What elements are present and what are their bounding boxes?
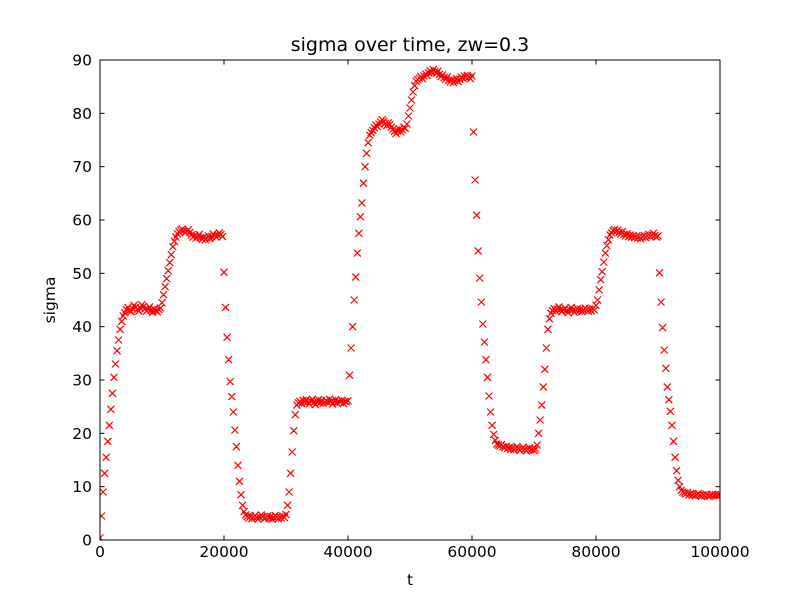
y-tick-label: 20 [72,425,92,443]
y-tick-label: 80 [72,105,92,123]
x-tick-label: 60000 [447,543,496,561]
x-tick-label: 40000 [323,543,372,561]
x-tick-label: 20000 [199,543,248,561]
y-tick-label: 50 [72,265,92,283]
y-tick-label: 70 [72,158,92,176]
axis-ticks: 0 20000 40000 60000 80000 100000 0 10 20 30 40 50 60… [72,52,749,562]
x-tick-label: 100000 [690,543,749,561]
y-tick-label: 10 [72,478,92,496]
data-series-sigma [100,65,720,540]
y-tick-label: 30 [72,372,92,390]
y-tick-label: 40 [72,318,92,336]
axes-frame [99,59,721,541]
chart-title: sigma over time, zw=0.3 [291,34,530,56]
x-tick-label: 80000 [571,543,620,561]
y-tick-label: 60 [72,212,92,230]
y-tick-label: 90 [72,52,92,70]
x-tick-label: 0 [95,543,105,561]
x-axis-label: t [407,571,413,589]
y-axis-label: sigma [41,277,59,324]
y-tick-label: 0 [82,532,92,550]
